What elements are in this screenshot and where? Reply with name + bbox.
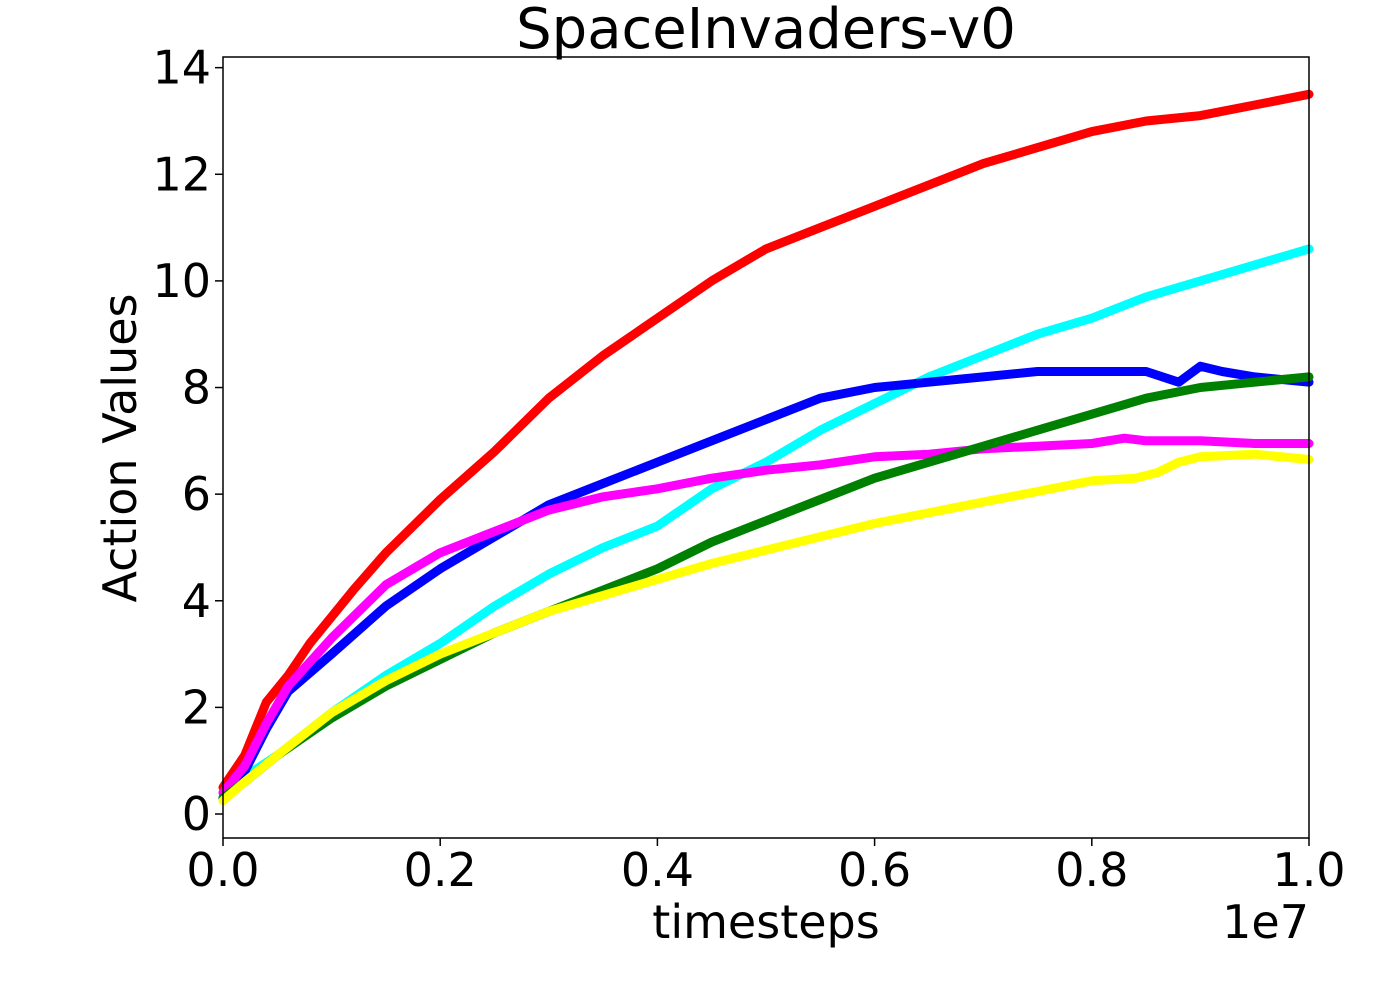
y-tick-label: 0 [182, 787, 211, 841]
y-tick-label: 4 [182, 574, 211, 628]
series-line-1 [218, 89, 1314, 792]
y-tick-label: 2 [182, 680, 211, 734]
y-tick-label: 12 [152, 147, 211, 201]
x-axis: 0.0 0.2 0.4 0.6 0.8 1.0 [186, 838, 1346, 897]
series-layer [218, 89, 1314, 806]
plot-frame [222, 56, 1310, 839]
x-tick-label: 0.6 [838, 843, 911, 897]
x-tick-label: 0.8 [1055, 843, 1128, 897]
x-tick-label: 0.0 [186, 843, 259, 897]
x-tick-label: 0.4 [621, 843, 694, 897]
chart-title: SpaceInvaders-v0 [516, 0, 1016, 62]
y-tick-label: 8 [182, 361, 211, 415]
y-tick-label: 6 [182, 467, 211, 521]
series-line-5 [218, 372, 1314, 803]
y-tick-label: 10 [152, 254, 211, 308]
y-tick-label: 14 [152, 41, 211, 95]
x-axis-label: timesteps [652, 895, 879, 949]
y-axis: 0 2 4 6 8 10 12 14 [152, 41, 223, 841]
series-line-3 [218, 361, 1314, 803]
x-tick-label: 1.0 [1272, 843, 1345, 897]
y-axis-label: Action Values [93, 294, 147, 603]
x-tick-label: 0.2 [404, 843, 477, 897]
series-line-4 [218, 433, 1314, 798]
series-line-6 [218, 449, 1314, 806]
x-axis-scale-label: 1e7 [1222, 895, 1309, 949]
